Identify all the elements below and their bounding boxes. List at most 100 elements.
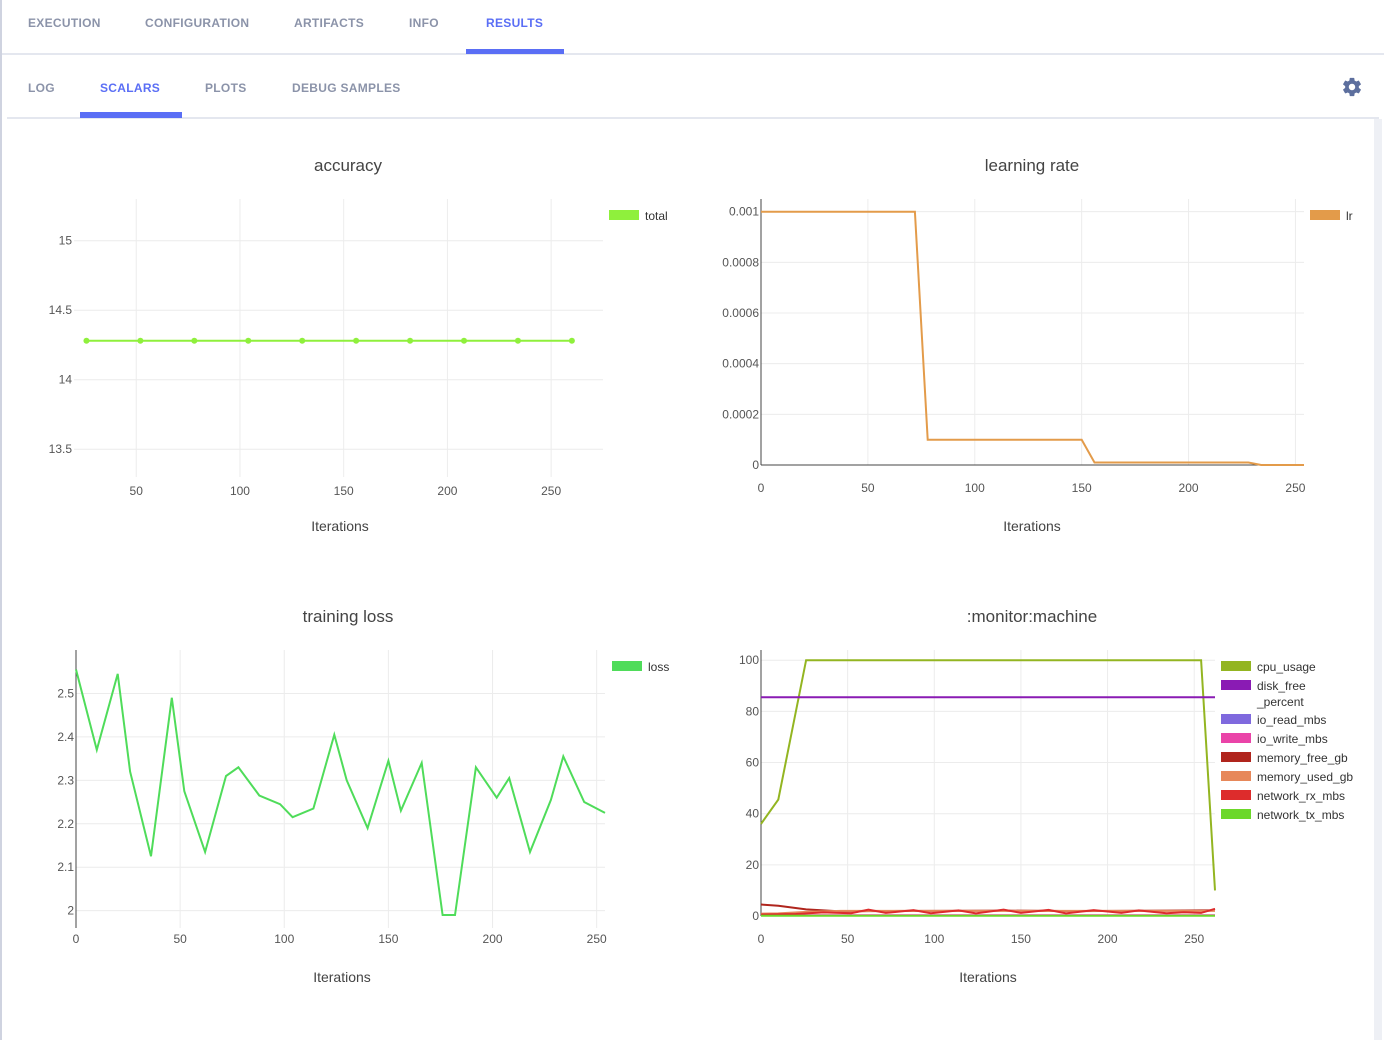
y-tick-label: 0.0008 bbox=[722, 255, 759, 269]
y-tick-label: 14.5 bbox=[49, 303, 73, 317]
data-point bbox=[137, 337, 144, 344]
legend-swatch bbox=[1221, 809, 1251, 819]
tab-plots[interactable]: PLOTS bbox=[205, 81, 247, 95]
x-tick-label: 250 bbox=[1285, 481, 1305, 495]
y-tick-label: 0.001 bbox=[729, 205, 759, 219]
legend-label: lr bbox=[1346, 209, 1353, 223]
chart-1: 0 50 100 150 200 250 0 0.0002 0.0004 0.0006 0.0008… bbox=[722, 156, 1352, 534]
tab-log[interactable]: LOG bbox=[28, 81, 55, 95]
y-tick-label: 0 bbox=[752, 909, 759, 923]
x-tick-label: 100 bbox=[924, 932, 944, 946]
x-tick-label: 0 bbox=[758, 481, 765, 495]
legend-swatch bbox=[612, 661, 642, 671]
x-tick-label: 0 bbox=[758, 932, 765, 946]
legend-label: total bbox=[645, 209, 668, 223]
x-tick-label: 150 bbox=[1072, 481, 1092, 495]
series-line bbox=[760, 909, 1215, 915]
chart-3: 0 50 100 150 200 250 0 20 40 60 80 100:monitor:mach… bbox=[739, 607, 1353, 985]
legend-swatch bbox=[1221, 714, 1251, 724]
y-tick-label: 2.3 bbox=[57, 773, 74, 787]
y-tick-label: 0 bbox=[752, 458, 759, 472]
legend-swatch bbox=[1221, 733, 1251, 743]
legend-swatch bbox=[1310, 210, 1340, 220]
y-tick-label: 14 bbox=[59, 373, 73, 387]
legend-label: disk_free bbox=[1257, 679, 1306, 693]
series-line bbox=[761, 210, 1304, 466]
x-tick-label: 0 bbox=[73, 932, 80, 946]
y-tick-label: 80 bbox=[746, 704, 760, 718]
data-point bbox=[191, 337, 198, 344]
x-tick-label: 100 bbox=[965, 481, 985, 495]
legend-label: _percent bbox=[1256, 695, 1304, 709]
tab-scalars[interactable]: SCALARS bbox=[100, 81, 161, 95]
y-tick-label: 2.5 bbox=[57, 686, 74, 700]
tab-execution[interactable]: EXECUTION bbox=[28, 16, 101, 30]
data-point bbox=[407, 337, 414, 344]
x-axis-label: Iterations bbox=[1003, 518, 1061, 534]
legend-label: io_read_mbs bbox=[1257, 713, 1326, 727]
tab-artifacts[interactable]: ARTIFACTS bbox=[294, 16, 365, 30]
y-tick-label: 0.0004 bbox=[722, 357, 759, 371]
legend-label: io_write_mbs bbox=[1257, 732, 1328, 746]
legend-swatch bbox=[1221, 661, 1251, 671]
series-line bbox=[75, 669, 606, 916]
x-tick-label: 50 bbox=[841, 932, 855, 946]
legend-swatch bbox=[1221, 680, 1251, 690]
series-line bbox=[760, 907, 1216, 916]
x-tick-label: 250 bbox=[541, 484, 561, 498]
x-tick-label: 50 bbox=[130, 484, 144, 498]
tab-configuration[interactable]: CONFIGURATION bbox=[145, 16, 250, 30]
x-tick-label: 150 bbox=[1011, 932, 1031, 946]
legend-label: memory_used_gb bbox=[1257, 770, 1353, 784]
y-tick-label: 0.0006 bbox=[722, 306, 759, 320]
data-point bbox=[568, 337, 575, 344]
x-tick-label: 200 bbox=[1098, 932, 1118, 946]
legend-label: network_tx_mbs bbox=[1257, 808, 1344, 822]
y-tick-label: 15 bbox=[59, 234, 73, 248]
y-tick-label: 2 bbox=[67, 904, 74, 918]
chart-0: 50 100 150 200 250 13.5 14 14.5 15 accuracy Iterat… bbox=[49, 156, 668, 534]
active-subtab-indicator bbox=[80, 112, 182, 118]
x-tick-label: 100 bbox=[230, 484, 250, 498]
chart-title: learning rate bbox=[985, 156, 1080, 175]
x-axis-label: Iterations bbox=[311, 518, 369, 534]
y-tick-label: 100 bbox=[739, 653, 759, 667]
data-point bbox=[83, 337, 90, 344]
legend-swatch bbox=[1221, 790, 1251, 800]
data-point bbox=[299, 337, 306, 344]
y-tick-label: 2.1 bbox=[57, 860, 74, 874]
y-tick-label: 20 bbox=[746, 858, 760, 872]
scrollbar[interactable] bbox=[1374, 119, 1382, 1040]
legend-label: cpu_usage bbox=[1257, 660, 1316, 674]
data-point bbox=[514, 337, 521, 344]
x-tick-label: 50 bbox=[861, 481, 875, 495]
gear-icon[interactable] bbox=[1341, 76, 1363, 98]
legend-label: memory_free_gb bbox=[1257, 751, 1348, 765]
x-tick-label: 100 bbox=[274, 932, 294, 946]
tab-info[interactable]: INFO bbox=[409, 16, 439, 30]
legend-swatch bbox=[1221, 752, 1251, 762]
data-point bbox=[461, 337, 468, 344]
legend-label: network_rx_mbs bbox=[1257, 789, 1345, 803]
x-tick-label: 50 bbox=[173, 932, 187, 946]
x-axis-label: Iterations bbox=[959, 969, 1017, 985]
legend-label: loss bbox=[648, 660, 669, 674]
series-line bbox=[760, 659, 1216, 891]
y-tick-label: 2.4 bbox=[57, 730, 74, 744]
x-tick-label: 150 bbox=[334, 484, 354, 498]
y-tick-label: 0.0002 bbox=[722, 407, 759, 421]
sub-tab-bar: LOG SCALARS PLOTS DEBUG SAMPLES bbox=[7, 57, 1379, 119]
y-tick-label: 13.5 bbox=[49, 442, 73, 456]
legend-swatch bbox=[609, 210, 639, 220]
x-tick-label: 250 bbox=[587, 932, 607, 946]
data-point bbox=[245, 337, 252, 344]
x-axis-label: Iterations bbox=[313, 969, 371, 985]
tab-debug-samples[interactable]: DEBUG SAMPLES bbox=[292, 81, 401, 95]
tab-results[interactable]: RESULTS bbox=[486, 16, 544, 30]
legend-swatch bbox=[1221, 771, 1251, 781]
chart-title: accuracy bbox=[314, 156, 383, 175]
y-tick-label: 2.2 bbox=[57, 817, 74, 831]
x-tick-label: 200 bbox=[437, 484, 457, 498]
